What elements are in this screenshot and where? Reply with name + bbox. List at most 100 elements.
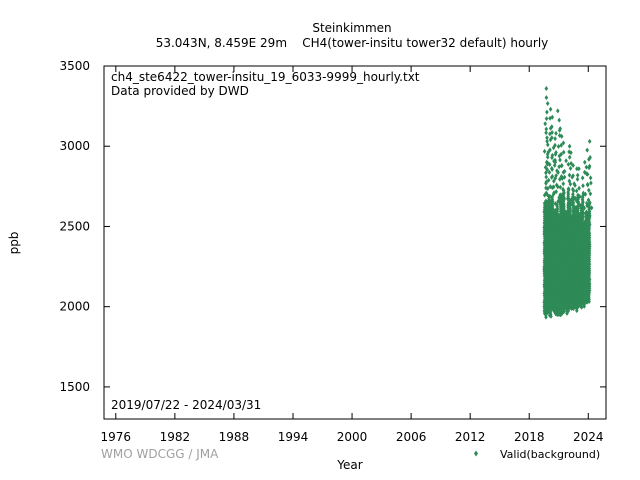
data-point: [561, 219, 566, 225]
data-point-peak: [559, 133, 564, 139]
data-point-peak: [545, 135, 549, 141]
data-point: [581, 296, 585, 302]
data-point: [579, 230, 583, 235]
data-point: [556, 285, 561, 291]
data-point: [569, 233, 574, 239]
data-point: [542, 260, 547, 266]
data-point: [573, 291, 577, 297]
data-point: [571, 215, 575, 221]
data-point: [571, 264, 575, 270]
data-point: [563, 299, 567, 305]
data-point: [574, 235, 579, 241]
data-point-peak: [561, 140, 566, 146]
data-point: [560, 258, 564, 264]
data-point: [563, 211, 567, 217]
data-point: [544, 290, 548, 296]
data-point: [562, 256, 566, 262]
data-point: [585, 284, 590, 290]
file-name-annotation: ch4_ste6422_tower-insitu_19_6033-9999_ho…: [111, 70, 420, 84]
data-point: [587, 288, 592, 293]
data-point: [562, 291, 566, 297]
data-point: [580, 219, 585, 225]
data-point-peak: [554, 182, 559, 188]
data-point-peak: [546, 186, 550, 191]
data-point-peak: [557, 127, 562, 133]
data-point: [576, 243, 580, 249]
data-point: [577, 252, 582, 258]
data-point: [542, 200, 547, 206]
data-point: [549, 256, 553, 262]
data-point: [550, 231, 554, 237]
data-point: [571, 193, 575, 199]
data-point-peak: [544, 126, 549, 132]
data-point: [568, 280, 572, 286]
data-point: [563, 283, 567, 289]
data-point: [579, 304, 584, 310]
data-point-peak: [547, 169, 552, 175]
data-point: [574, 299, 578, 305]
data-point-peak: [562, 168, 567, 174]
data-point: [544, 209, 548, 214]
data-point: [564, 282, 569, 288]
data-point-peak: [575, 172, 580, 178]
data-point: [579, 254, 583, 260]
data-point: [563, 305, 567, 311]
data-point: [548, 236, 553, 242]
data-point: [547, 218, 552, 224]
data-point: [561, 254, 566, 260]
data-point: [579, 302, 583, 308]
data-point: [547, 253, 552, 259]
data-point: [561, 258, 566, 264]
data-point: [565, 288, 569, 294]
data-point: [571, 246, 575, 252]
data-point: [564, 273, 569, 279]
data-point: [568, 212, 572, 218]
y-tick-label: 1500: [59, 380, 90, 394]
data-point: [563, 233, 567, 239]
data-point-peak: [550, 130, 554, 135]
data-point: [573, 214, 577, 220]
data-point: [574, 237, 578, 243]
data-point: [579, 203, 584, 209]
data-point-peak: [549, 174, 554, 180]
data-point: [579, 205, 583, 211]
data-point: [566, 308, 571, 314]
data-point: [587, 206, 591, 212]
data-point: [574, 213, 579, 219]
data-point-peak: [548, 147, 552, 153]
data-point: [581, 261, 585, 267]
data-point-peak: [568, 165, 573, 171]
data-point-peak: [567, 149, 571, 155]
data-point: [587, 299, 591, 304]
data-point: [556, 257, 561, 263]
data-point: [545, 309, 550, 315]
data-point: [564, 286, 569, 292]
data-point: [568, 296, 572, 302]
data-point-peak: [587, 210, 591, 216]
data-point: [548, 243, 553, 249]
data-point: [563, 231, 568, 236]
data-point-peak: [567, 154, 572, 160]
data-point: [579, 260, 583, 266]
data-point-peak: [562, 196, 566, 201]
data-point-peak: [560, 176, 565, 181]
data-point-peak: [545, 109, 549, 115]
data-point: [574, 206, 579, 212]
data-point: [547, 257, 551, 263]
data-point-peak: [566, 186, 571, 192]
data-point-peak: [558, 192, 562, 198]
legend: Valid(background): [474, 448, 600, 461]
data-point: [562, 309, 566, 315]
data-point: [547, 233, 551, 239]
data-point-peak: [553, 201, 558, 207]
data-point: [566, 266, 571, 272]
x-tick-label: 1976: [101, 430, 132, 444]
data-point-peak: [545, 200, 550, 206]
data-point: [573, 260, 577, 266]
data-point-peak: [543, 164, 548, 170]
data-point-peak: [558, 184, 563, 190]
data-point: [581, 291, 585, 297]
data-point: [565, 310, 569, 316]
data-point: [565, 220, 569, 226]
